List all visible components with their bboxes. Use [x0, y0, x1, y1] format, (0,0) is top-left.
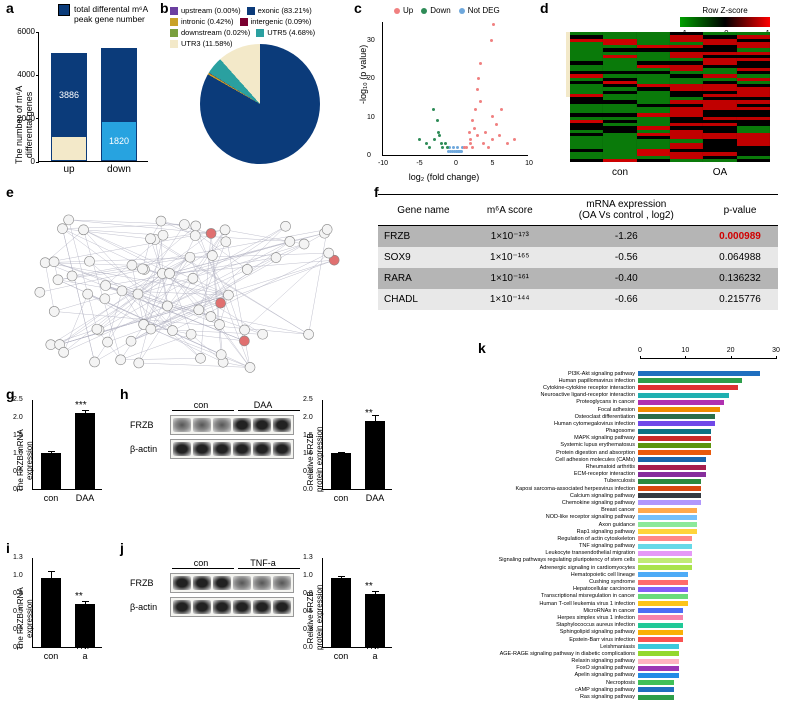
scale-bar	[680, 17, 770, 27]
bar-area: 02000400060003886up1820down	[38, 32, 148, 162]
table-body: FRZB1×10⁻¹⁷³-1.260.000989SOX91×10⁻¹⁶⁵-0.…	[378, 226, 778, 311]
label-i: i	[6, 540, 10, 556]
label-j: j	[120, 540, 124, 556]
k-rows: PI3K-Akt signaling pathwayHuman papillom…	[480, 370, 776, 700]
panel-h-blot: conDAAFRZBβ-actin	[130, 400, 302, 463]
panel-k-pathways: 0102030 PI3K-Akt signaling pathwayHuman …	[480, 350, 780, 700]
plot: 0.00.30.50.81.01.3conTNF-a**	[32, 558, 102, 648]
y-axis-label: -log₁₀ (p value)	[358, 45, 368, 104]
panel-e-network	[6, 188, 366, 378]
panel-i-bar: The FRZB mRNA expression 0.00.30.50.81.0…	[10, 558, 102, 648]
k-axis: 0102030	[640, 358, 776, 370]
label-h: h	[120, 386, 129, 402]
panel-j-blot: conTNF-aFRZBβ-actin	[130, 558, 302, 621]
scale-title: Row Z-score	[680, 6, 770, 15]
panel-a-barchart: total differental m⁶A peak gene number T…	[6, 4, 156, 184]
plot: 0.00.51.01.52.02.5conDAA***	[32, 400, 102, 490]
gene-table: Gene namem⁶A scoremRNA expression (OA Vs…	[378, 194, 778, 310]
x-axis-label: log₂ (fold change)	[409, 172, 480, 182]
hm-col-oa: OA	[670, 167, 770, 178]
plot: 0.00.30.50.81.01.3conTNF-a**	[322, 558, 392, 648]
plot: 0.00.51.01.52.02.5conDAA**	[322, 400, 392, 490]
panel-f-table: Gene namem⁶A scoremRNA expression (OA Vs…	[378, 194, 778, 334]
hm-col-con: con	[570, 167, 670, 178]
panel-c-volcano: UpDownNot DEG -10-505100102030 log₂ (fol…	[354, 4, 534, 184]
panel-h-bar: Relative FRZB protein expression 0.00.51…	[300, 400, 392, 490]
volcano-legend: UpDownNot DEG	[394, 6, 500, 15]
legend-text: total differental m⁶A peak gene number	[74, 4, 148, 24]
panel-d-heatmap: Row Z-score -1 0 1 con OA	[540, 4, 780, 184]
table-header-row: Gene namem⁶A scoremRNA expression (OA Vs…	[378, 195, 778, 226]
y-axis-title: The number of m⁶A differental genes	[14, 86, 34, 164]
network-svg	[16, 198, 366, 378]
panel-b-piechart: upstream (0.00%)exonic (83.21%)intronic …	[160, 4, 350, 184]
panel-j-bar: Relative FRZB protein expression 0.00.30…	[300, 558, 392, 648]
heatmap-grid	[570, 32, 770, 162]
volcano-plot: -10-505100102030	[382, 22, 528, 156]
panel-g-bar: The FRZB mRNA expression 0.00.51.01.52.0…	[10, 400, 102, 490]
pie	[200, 44, 320, 164]
legend-swatch	[58, 4, 70, 16]
